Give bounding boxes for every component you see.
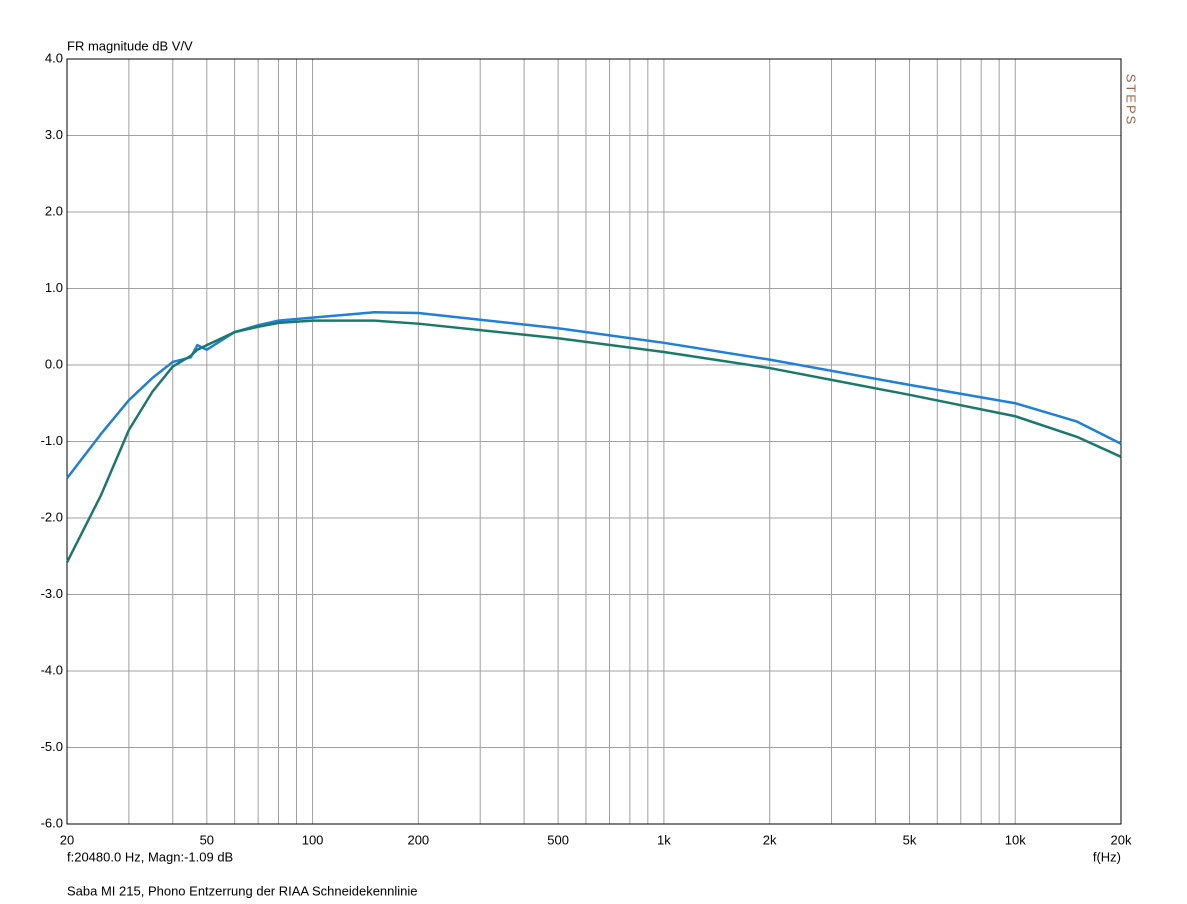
y-axis-label: FR magnitude dB V/V — [67, 38, 193, 53]
y-tick-label: 2.0 — [45, 203, 63, 218]
y-tick-label: 0.0 — [45, 356, 63, 371]
x-tick-label: 1k — [657, 832, 671, 847]
x-tick-label: 10k — [1005, 832, 1026, 847]
x-axis-label: f(Hz) — [1093, 849, 1121, 864]
x-tick-label: 500 — [547, 832, 569, 847]
y-tick-label: -1.0 — [41, 433, 63, 448]
side-label: STEPS — [1124, 74, 1139, 127]
x-tick-label: 200 — [407, 832, 429, 847]
x-tick-label: 5k — [903, 832, 917, 847]
cursor-readout: f:20480.0 Hz, Magn:-1.09 dB — [67, 849, 233, 864]
chart-title: Saba MI 215, Phono Entzerrung der RIAA S… — [67, 883, 418, 898]
y-tick-label: -5.0 — [41, 739, 63, 754]
y-tick-label: 1.0 — [45, 280, 63, 295]
series-line — [65, 319, 1122, 563]
plot-frame — [66, 58, 1122, 825]
y-tick-label: -2.0 — [41, 509, 63, 524]
x-tick-label: 100 — [302, 832, 324, 847]
y-tick-label: -4.0 — [41, 662, 63, 677]
x-tick-label: 2k — [763, 832, 777, 847]
y-tick-label: -6.0 — [41, 815, 63, 830]
y-tick-label: 4.0 — [45, 50, 63, 65]
x-tick-label: 20k — [1111, 832, 1132, 847]
x-tick-label: 50 — [200, 832, 214, 847]
x-tick-label: 20 — [60, 832, 74, 847]
series-line — [66, 310, 1122, 479]
y-tick-label: -3.0 — [41, 586, 63, 601]
y-tick-label: 3.0 — [45, 127, 63, 142]
